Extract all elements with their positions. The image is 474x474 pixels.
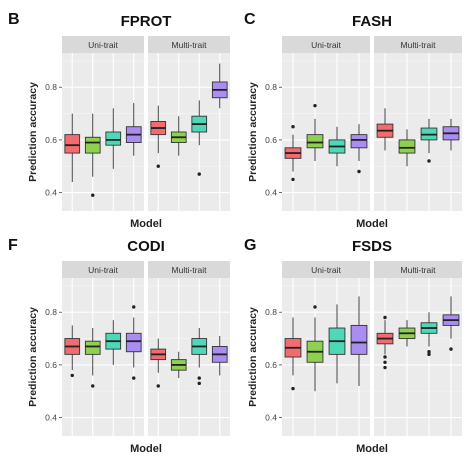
x-axis-title: Model	[356, 218, 388, 230]
panel-letter: B	[8, 11, 20, 28]
y-tick-label: 0.6	[45, 135, 57, 145]
y-tick-label: 0.8	[265, 307, 277, 317]
facet-label: Multi-trait	[172, 265, 208, 275]
panel-letter: C	[244, 11, 256, 28]
box-outlier	[91, 384, 95, 388]
box-body	[105, 131, 122, 146]
facet-label: Uni-trait	[311, 265, 341, 275]
y-tick-label: 0.4	[265, 413, 277, 423]
facet-label: Multi-trait	[172, 40, 208, 50]
panel-title: FPROT	[121, 13, 172, 30]
box-outlier	[313, 103, 317, 108]
y-tick-label: 0.8	[45, 82, 57, 92]
box-outlier	[383, 365, 387, 370]
box-outlier	[197, 172, 201, 176]
plot-background	[62, 278, 144, 436]
y-axis-title: Prediction accuracy	[247, 307, 259, 407]
box-outlier	[427, 352, 431, 357]
box-body	[84, 340, 101, 355]
box-body	[64, 134, 81, 154]
plot-background	[282, 53, 370, 211]
box-outlier	[197, 381, 201, 386]
box-outlier	[313, 305, 317, 309]
box-outlier	[291, 177, 295, 182]
panel-letter: G	[244, 237, 256, 254]
plot-background	[374, 278, 462, 436]
box-outlier	[91, 193, 95, 197]
y-tick-label: 0.8	[45, 307, 57, 317]
box-outlier	[70, 373, 74, 378]
y-tick-label: 0.4	[45, 188, 57, 198]
box-outlier	[449, 347, 453, 351]
y-axis-title: Prediction accuracy	[27, 82, 39, 182]
y-tick-label: 0.6	[265, 135, 277, 145]
facet-strip	[374, 261, 462, 278]
box-outlier	[357, 169, 361, 174]
facet-strip	[62, 261, 144, 278]
panel-letter: F	[8, 237, 18, 254]
x-axis-title: Model	[130, 443, 162, 455]
box-body	[350, 324, 368, 355]
x-axis-title: Model	[356, 443, 388, 455]
y-tick-label: 0.4	[265, 188, 277, 198]
box-body	[306, 134, 324, 149]
box-outlier	[132, 305, 136, 309]
facet-label: Multi-trait	[401, 265, 437, 275]
facet-strip	[282, 261, 370, 278]
y-axis-title: Prediction accuracy	[247, 82, 259, 182]
box-body	[350, 134, 368, 149]
box-body	[125, 332, 142, 353]
box-outlier	[427, 350, 431, 354]
box-body	[84, 136, 101, 154]
box-outlier	[156, 164, 160, 168]
facet-strip	[148, 261, 230, 278]
facet-strip	[282, 36, 370, 53]
y-tick-label: 0.6	[265, 360, 277, 370]
panel-title: CODI	[127, 238, 165, 255]
box-outlier	[197, 376, 201, 380]
box-outlier	[383, 315, 387, 320]
box-outlier	[383, 355, 387, 359]
facet-label: Uni-trait	[88, 265, 118, 275]
box-outlier	[383, 360, 387, 364]
box-outlier	[427, 159, 431, 163]
panel-title: FSDS	[352, 238, 392, 255]
box-outlier	[132, 376, 136, 380]
facet-strip	[148, 36, 230, 53]
facet-label: Uni-trait	[88, 40, 118, 50]
facet-label: Uni-trait	[311, 40, 341, 50]
box-body	[398, 139, 416, 154]
y-axis-title: Prediction accuracy	[27, 307, 39, 407]
box-outlier	[156, 384, 160, 388]
y-tick-label: 0.6	[45, 360, 57, 370]
panel-title: FASH	[352, 13, 392, 30]
y-tick-label: 0.8	[265, 82, 277, 92]
facet-strip	[374, 36, 462, 53]
box-outlier	[291, 125, 295, 129]
facet-strip	[62, 36, 144, 53]
facet-label: Multi-trait	[401, 40, 437, 50]
y-tick-label: 0.4	[45, 413, 57, 423]
x-axis-title: Model	[130, 218, 162, 230]
box-outlier	[291, 386, 295, 391]
